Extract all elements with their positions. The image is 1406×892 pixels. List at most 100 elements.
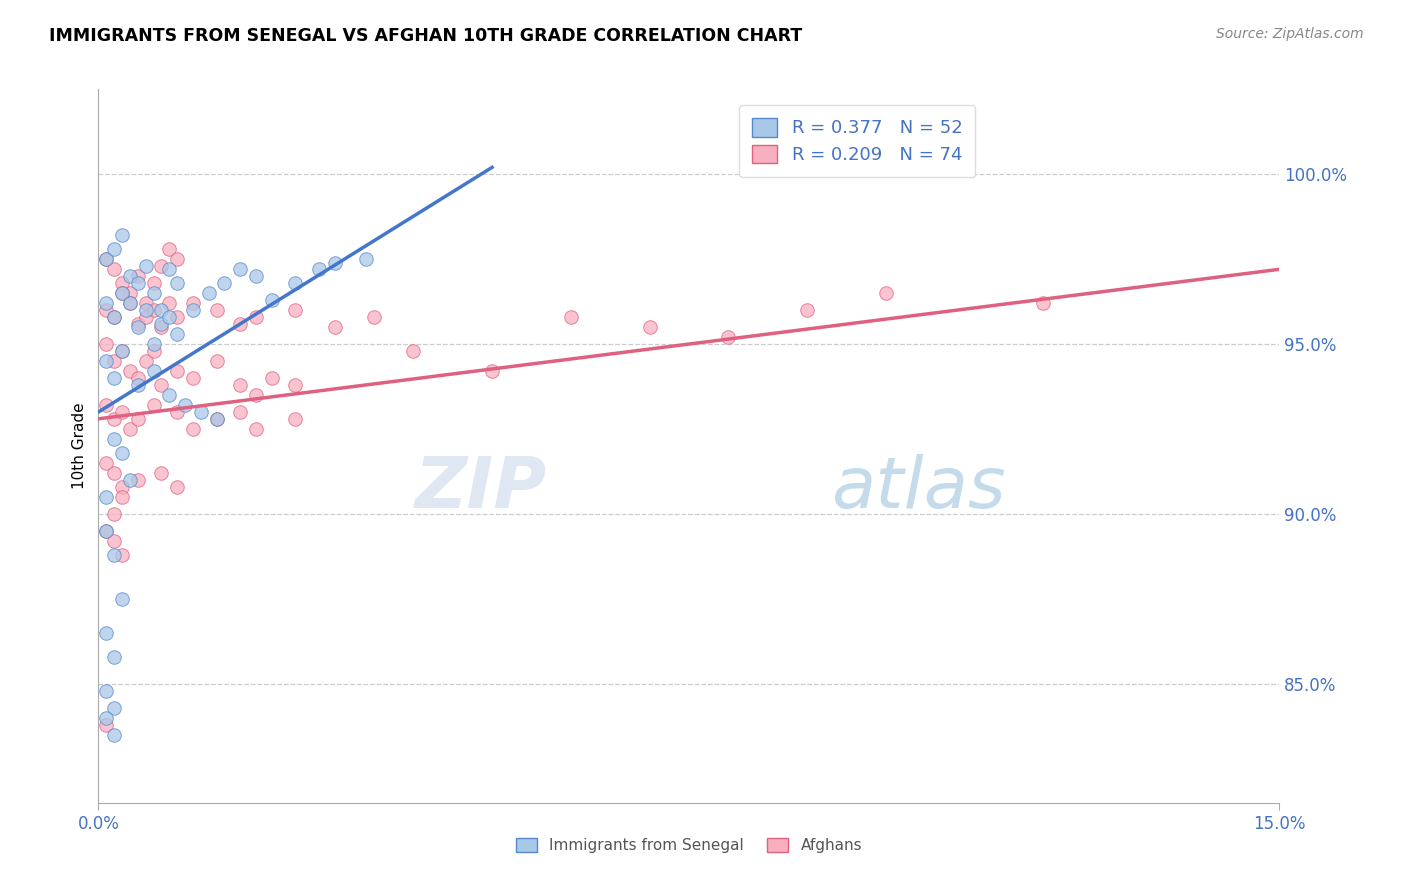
Point [135,354,157,368]
Point [260,371,283,385]
Point [150,320,173,334]
Point [363,310,385,324]
Point [284,303,307,318]
Point [103,728,125,742]
Point [190,405,212,419]
Point [118,296,141,310]
Point [229,317,252,331]
Point [308,262,330,277]
Point [111,446,134,460]
Point [118,296,141,310]
Point [157,242,180,256]
Point [135,310,157,324]
Point [142,343,165,358]
Point [96,683,118,698]
Point [205,412,228,426]
Point [127,269,149,284]
Point [96,456,118,470]
Point [111,228,134,243]
Point [103,412,125,426]
Point [111,490,134,504]
Point [166,480,188,494]
Point [245,310,267,324]
Point [96,717,118,731]
Point [142,286,165,301]
Point [111,286,134,301]
Point [245,269,267,284]
Point [103,310,125,324]
Point [96,296,118,310]
Point [229,377,252,392]
Point [118,364,141,378]
Point [103,507,125,521]
Point [150,317,173,331]
Point [111,591,134,606]
Point [127,377,149,392]
Point [135,259,157,273]
Point [111,548,134,562]
Point [96,303,118,318]
Point [214,276,236,290]
Point [157,262,180,277]
Point [96,337,118,351]
Point [142,398,165,412]
Point [111,480,134,494]
Point [96,354,118,368]
Point [103,700,125,714]
Point [103,371,125,385]
Point [127,473,149,487]
Y-axis label: 10th Grade: 10th Grade [72,402,87,490]
Point [150,466,173,480]
Text: IMMIGRANTS FROM SENEGAL VS AFGHAN 10TH GRADE CORRELATION CHART: IMMIGRANTS FROM SENEGAL VS AFGHAN 10TH G… [49,27,803,45]
Point [103,548,125,562]
Point [402,343,425,358]
Point [127,412,149,426]
Point [118,422,141,436]
Point [103,534,125,549]
Point [111,343,134,358]
Point [96,252,118,266]
Point [284,276,307,290]
Point [157,310,180,324]
Point [142,303,165,318]
Point [103,310,125,324]
Point [118,473,141,487]
Point [181,296,204,310]
Point [96,711,118,725]
Point [150,303,173,318]
Point [127,320,149,334]
Point [166,310,188,324]
Text: atlas: atlas [831,454,1005,524]
Point [103,354,125,368]
Point [103,242,125,256]
Point [96,626,118,640]
Point [96,524,118,538]
Point [103,466,125,480]
Point [197,286,219,301]
Point [205,354,228,368]
Point [560,310,582,324]
Point [157,388,180,402]
Point [354,252,377,266]
Text: Source: ZipAtlas.com: Source: ZipAtlas.com [1216,27,1364,41]
Point [166,326,188,341]
Point [150,377,173,392]
Point [245,422,267,436]
Point [96,252,118,266]
Point [245,388,267,402]
Point [142,337,165,351]
Point [96,524,118,538]
Point [284,412,307,426]
Point [166,364,188,378]
Point [118,286,141,301]
Point [96,490,118,504]
Point [150,259,173,273]
Point [157,296,180,310]
Point [127,276,149,290]
Point [103,649,125,664]
Point [181,371,204,385]
Text: ZIP: ZIP [415,454,547,524]
Point [111,343,134,358]
Legend: Immigrants from Senegal, Afghans: Immigrants from Senegal, Afghans [509,831,869,859]
Point [103,262,125,277]
